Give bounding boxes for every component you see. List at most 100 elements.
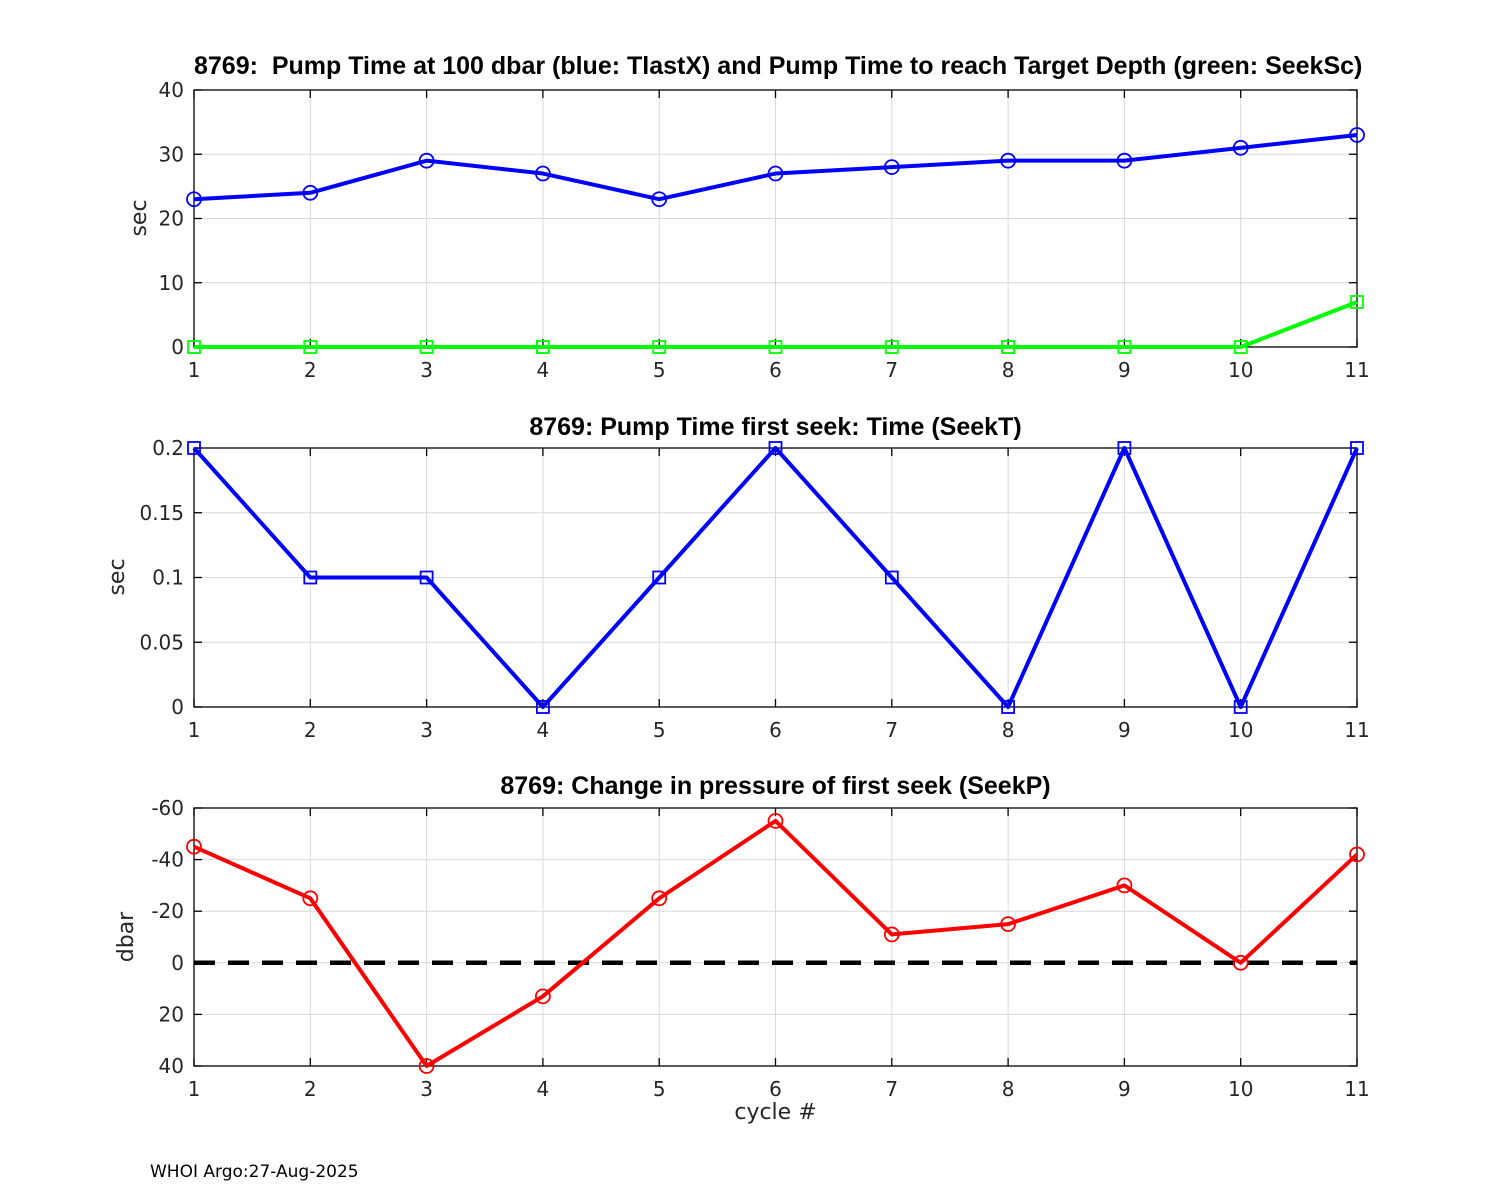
- y-tick-label: 0: [171, 951, 184, 975]
- data-point-marker: [418, 152, 435, 169]
- data-point-marker: [186, 838, 202, 855]
- series-SeekSc: [187, 295, 1364, 354]
- data-point-marker: [1350, 441, 1364, 455]
- data-point-marker: [652, 340, 667, 354]
- data-point-marker: [768, 340, 783, 354]
- data-point-marker: [1233, 700, 1248, 714]
- x-tick-label: 7: [885, 358, 898, 382]
- x-tick-label: 4: [537, 1077, 550, 1101]
- data-point-marker: [883, 926, 900, 943]
- data-point-marker: [535, 165, 551, 182]
- data-point-marker: [767, 813, 784, 829]
- x-tick-label: 2: [304, 1077, 317, 1101]
- y-tick-label: 40: [159, 1054, 184, 1078]
- x-tick-label: 9: [1118, 718, 1131, 742]
- x-tick-label: 8: [1002, 718, 1015, 742]
- data-point-marker: [303, 570, 318, 585]
- x-axis-label: cycle #: [734, 1100, 817, 1125]
- data-point-marker: [883, 159, 900, 176]
- data-point-marker: [767, 165, 784, 182]
- middle-chart-y-axis-label: sec: [105, 558, 130, 596]
- x-tick-label: 1: [188, 718, 201, 742]
- y-tick-label: -60: [151, 796, 184, 820]
- data-point-marker: [884, 570, 899, 585]
- y-tick-label: 40: [159, 78, 184, 102]
- x-tick-label: 11: [1344, 1077, 1369, 1101]
- data-point-marker: [302, 184, 319, 201]
- data-point-marker: [302, 890, 319, 907]
- data-point-marker: [1001, 340, 1015, 354]
- data-point-marker: [652, 570, 667, 585]
- data-point-marker: [651, 890, 668, 907]
- x-tick-label: 11: [1344, 718, 1369, 742]
- x-tick-label: 3: [420, 358, 433, 382]
- data-point-marker: [1233, 340, 1248, 354]
- x-tick-label: 4: [537, 718, 550, 742]
- data-point-marker: [1116, 152, 1133, 169]
- bottom-chart-title: 8769: Change in pressure of first seek (…: [500, 772, 1051, 800]
- data-point-marker: [419, 340, 434, 354]
- data-point-marker: [536, 340, 550, 354]
- x-tick-label: 6: [769, 718, 782, 742]
- x-tick-label: 3: [420, 718, 433, 742]
- x-tick-label: 4: [537, 358, 550, 382]
- data-point-marker: [1117, 340, 1132, 354]
- x-tick-label: 6: [769, 358, 782, 382]
- series-line: [193, 132, 1358, 202]
- y-tick-label: -40: [151, 848, 184, 872]
- x-tick-label: 10: [1228, 1077, 1253, 1101]
- data-point-marker: [419, 570, 434, 585]
- series-line: [193, 818, 1359, 1068]
- top-chart-y-axis-label: sec: [127, 199, 152, 237]
- series-TlastX: [186, 127, 1365, 208]
- series-line: [194, 300, 1358, 349]
- y-tick-label: 20: [159, 207, 184, 231]
- x-tick-label: 11: [1344, 358, 1369, 382]
- x-tick-label: 7: [885, 718, 898, 742]
- data-point-marker: [1232, 139, 1249, 156]
- x-tick-label: 5: [653, 358, 666, 382]
- data-point-marker: [1350, 295, 1364, 309]
- data-point-marker: [1000, 152, 1016, 169]
- y-tick-label: 0: [171, 695, 184, 719]
- y-tick-label: 0.05: [139, 630, 184, 654]
- x-tick-label: 7: [885, 1077, 898, 1101]
- top-chart-title: 8769: Pump Time at 100 dbar (blue: Tlast…: [194, 52, 1363, 80]
- x-tick-label: 1: [188, 358, 201, 382]
- data-point-marker: [884, 340, 899, 354]
- axes-box: [193, 89, 1358, 348]
- data-point-marker: [1116, 877, 1133, 894]
- series-SeekT: [187, 441, 1364, 714]
- data-point-marker: [768, 441, 783, 455]
- x-tick-label: 3: [420, 1077, 433, 1101]
- y-tick-label: 0: [171, 335, 184, 359]
- data-point-marker: [187, 441, 201, 455]
- data-point-marker: [651, 191, 668, 208]
- axes-box: [193, 807, 1358, 1067]
- x-tick-label: 9: [1118, 358, 1131, 382]
- data-point-marker: [1232, 954, 1249, 971]
- footer-timestamp: WHOI Argo:27-Aug-2025: [150, 1162, 359, 1182]
- axes-box: [193, 447, 1358, 708]
- data-point-marker: [1349, 846, 1365, 863]
- x-tick-label: 10: [1228, 358, 1253, 382]
- data-point-marker: [1349, 127, 1365, 143]
- y-tick-label: 20: [159, 1002, 184, 1026]
- x-tick-label: 5: [653, 718, 666, 742]
- data-point-marker: [1001, 700, 1015, 714]
- grid: [193, 807, 1358, 1067]
- y-tick-label: 0.2: [152, 436, 184, 460]
- tick-labels: 1 2 3 4 5 6 7 8 9 10 11 0 10 20 30 40: [159, 78, 1370, 382]
- data-point-marker: [1000, 916, 1016, 932]
- series-line: [192, 446, 1359, 709]
- y-tick-label: 0.15: [139, 501, 184, 525]
- bottom-chart-y-axis-label: dbar: [114, 911, 139, 963]
- data-point-marker: [536, 700, 550, 714]
- data-point-marker: [187, 340, 201, 354]
- y-tick-label: -20: [151, 899, 184, 923]
- data-point-marker: [418, 1058, 435, 1074]
- y-tick-label: 30: [159, 142, 184, 166]
